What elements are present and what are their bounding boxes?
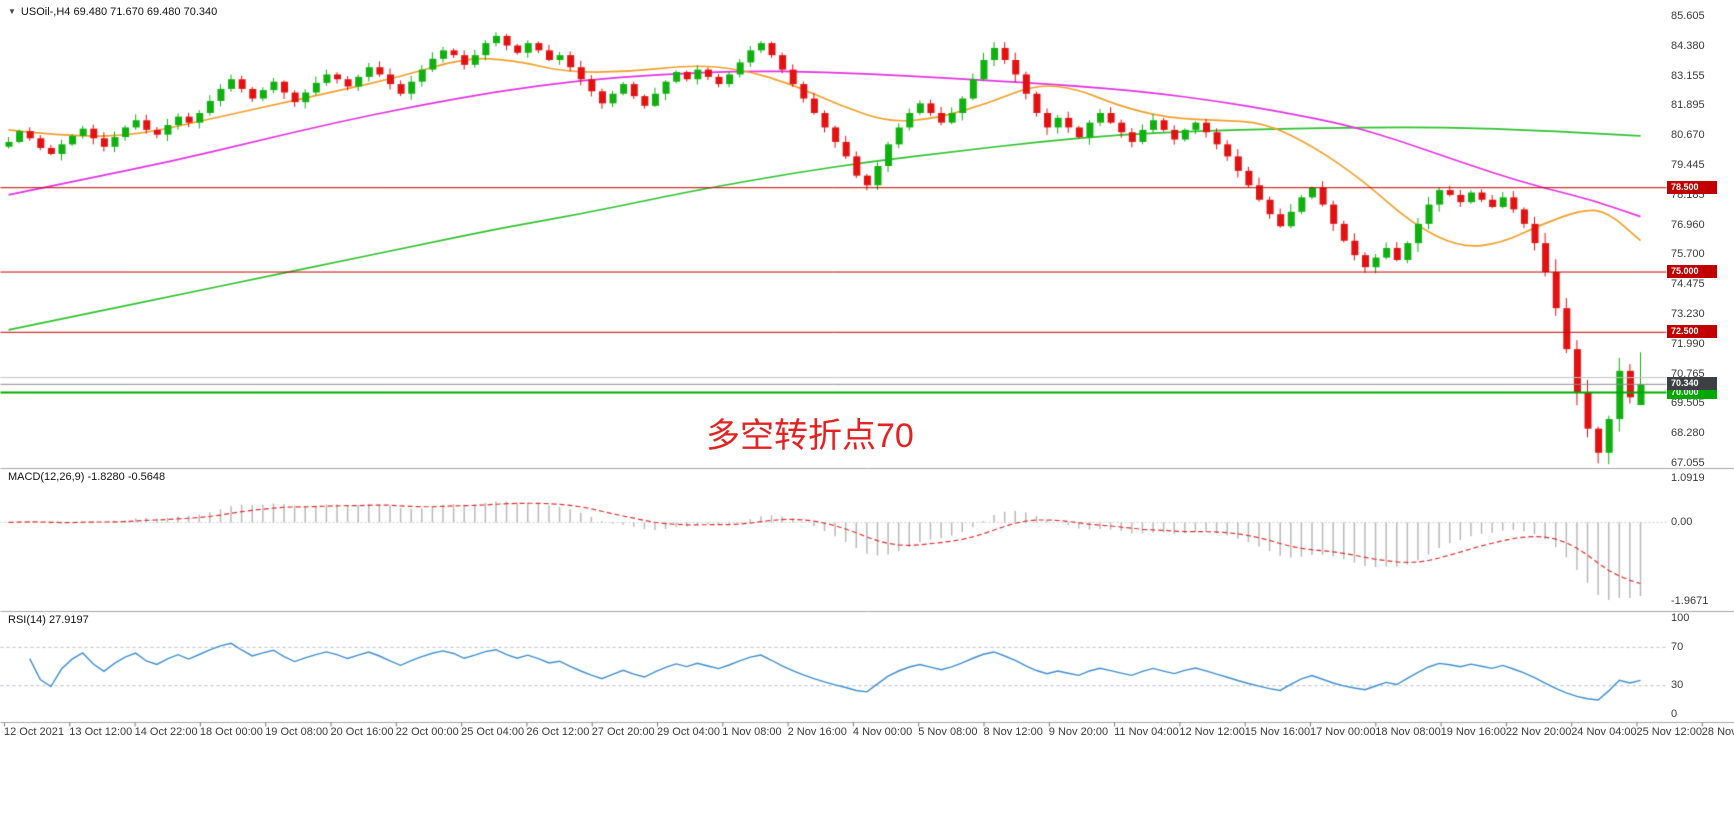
price-axis-label: 71.990 [1671,337,1705,350]
time-axis-label: 25 Nov 12:00 [1636,726,1702,738]
price-axis-label: 74.475 [1671,278,1705,291]
chart-title: ▼ USOil-,H4 69.480 71.670 69.480 70.340 [8,6,217,18]
time-scale[interactable] [0,722,1734,742]
time-axis-label: 12 Oct 2021 [4,726,64,738]
time-axis-label: 14 Oct 22:00 [134,726,198,738]
rsi-axis-label: 100 [1671,612,1690,624]
price-axis-label: 76.960 [1671,218,1705,231]
rsi-axis-label: 0 [1671,708,1678,720]
hline-price-tag: 75.000 [1667,265,1717,279]
time-axis-label: 12 Nov 12:00 [1179,726,1245,738]
time-axis-label: 19 Nov 16:00 [1440,726,1507,738]
time-axis-label: 20 Oct 16:00 [330,726,394,738]
time-axis-label: 4 Nov 00:00 [852,726,913,738]
time-axis-label: 18 Nov 08:00 [1375,726,1441,738]
price-axis-label: 68.280 [1671,427,1705,440]
time-axis-label: 1 Nov 08:00 [722,726,782,738]
hline-price-tag: 72.500 [1667,325,1717,339]
time-axis-label: 18 Oct 00:00 [199,726,263,738]
price-axis-label: 73.230 [1671,308,1705,320]
price-axis-label: 84.380 [1671,39,1705,52]
time-axis-label: 29 Oct 04:00 [657,726,720,738]
time-axis-label: 28 Nov 22:00 [1701,726,1734,738]
triangle-down-icon: ▼ [8,7,16,16]
price-axis-label: 79.445 [1671,159,1705,171]
price-axis-label: 81.895 [1671,99,1705,112]
price-axis-label: 69.505 [1671,397,1705,410]
time-axis-label: 13 Oct 12:00 [69,726,133,738]
time-axis-label: 8 Nov 12:00 [983,726,1043,738]
time-axis-label: 27 Oct 20:00 [591,726,655,738]
time-axis-label: 11 Nov 04:00 [1114,726,1179,738]
time-axis-label: 9 Nov 20:00 [1048,726,1109,738]
price-axis-label: 75.700 [1671,248,1705,261]
time-axis-label: 24 Nov 04:00 [1571,726,1637,738]
rsi-axis-label: 30 [1671,679,1684,692]
time-axis-label: 5 Nov 08:00 [918,726,978,738]
macd-indicator-label: MACD(12,26,9) -1.8280 -0.5648 [8,471,166,483]
price-scale[interactable] [1666,0,1734,722]
macd-axis-label: 1.0919 [1671,472,1705,484]
price-axis-label: 67.055 [1671,457,1705,469]
price-axis-label: 85.605 [1671,10,1705,22]
time-axis-label: 22 Oct 00:00 [395,726,459,738]
macd-axis-label: 0.00 [1671,515,1693,528]
time-axis-label: 25 Oct 04:00 [461,726,525,738]
current-price-tag: 70.340 [1667,377,1717,391]
rsi-indicator-label: RSI(14) 27.9197 [8,614,89,626]
macd-axis-label: -1.9671 [1671,595,1709,607]
rsi-axis-label: 70 [1671,640,1684,653]
chart-title-text: USOil-,H4 69.480 71.670 69.480 70.340 [20,6,218,18]
time-axis-label: 22 Nov 20:00 [1505,726,1572,738]
hline-price-tag: 78.500 [1667,180,1717,194]
time-axis-label: 17 Nov 00:00 [1310,726,1376,738]
time-axis-label: 26 Oct 12:00 [526,726,590,738]
annotation-text: 多空转折点70 [706,417,914,455]
price-axis-label: 80.670 [1671,129,1705,142]
time-axis-label: 15 Nov 16:00 [1244,726,1311,738]
price-axis-label: 83.155 [1671,69,1705,82]
price-axis-label: 70.765 [1671,367,1705,380]
time-axis-label: 19 Oct 08:00 [265,726,329,738]
time-axis-label: 2 Nov 16:00 [787,726,847,738]
